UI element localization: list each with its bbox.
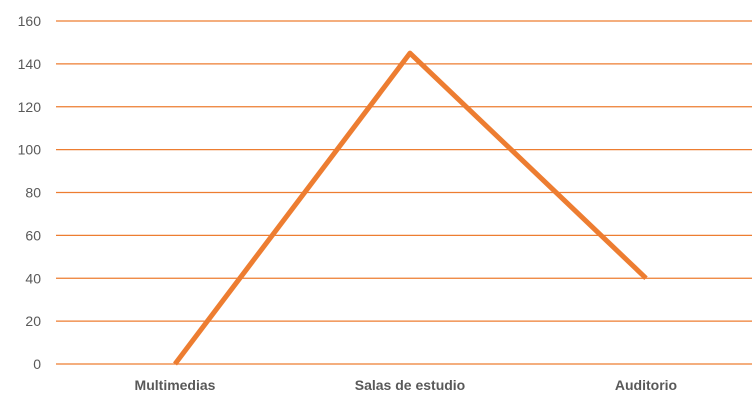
series-line-group xyxy=(173,50,648,366)
series-line xyxy=(173,50,648,366)
y-axis-tick-labels: 0 20 40 60 80 100 120 140 160 xyxy=(18,13,42,372)
x-axis-category-labels: Multimedias Salas de estudio Auditorio xyxy=(135,377,678,393)
x-category-label: Salas de estudio xyxy=(355,377,465,393)
y-tick-label: 0 xyxy=(33,356,41,372)
y-tick-label: 20 xyxy=(25,313,41,329)
y-tick-label: 140 xyxy=(18,56,42,72)
y-tick-label: 120 xyxy=(18,99,42,115)
y-tick-label: 160 xyxy=(18,13,42,29)
x-category-label: Auditorio xyxy=(615,377,677,393)
x-category-label: Multimedias xyxy=(135,377,216,393)
y-tick-label: 100 xyxy=(18,142,42,158)
gridlines xyxy=(56,20,752,365)
y-tick-label: 60 xyxy=(25,227,41,243)
y-tick-label: 80 xyxy=(25,185,41,201)
y-tick-label: 40 xyxy=(25,270,41,286)
